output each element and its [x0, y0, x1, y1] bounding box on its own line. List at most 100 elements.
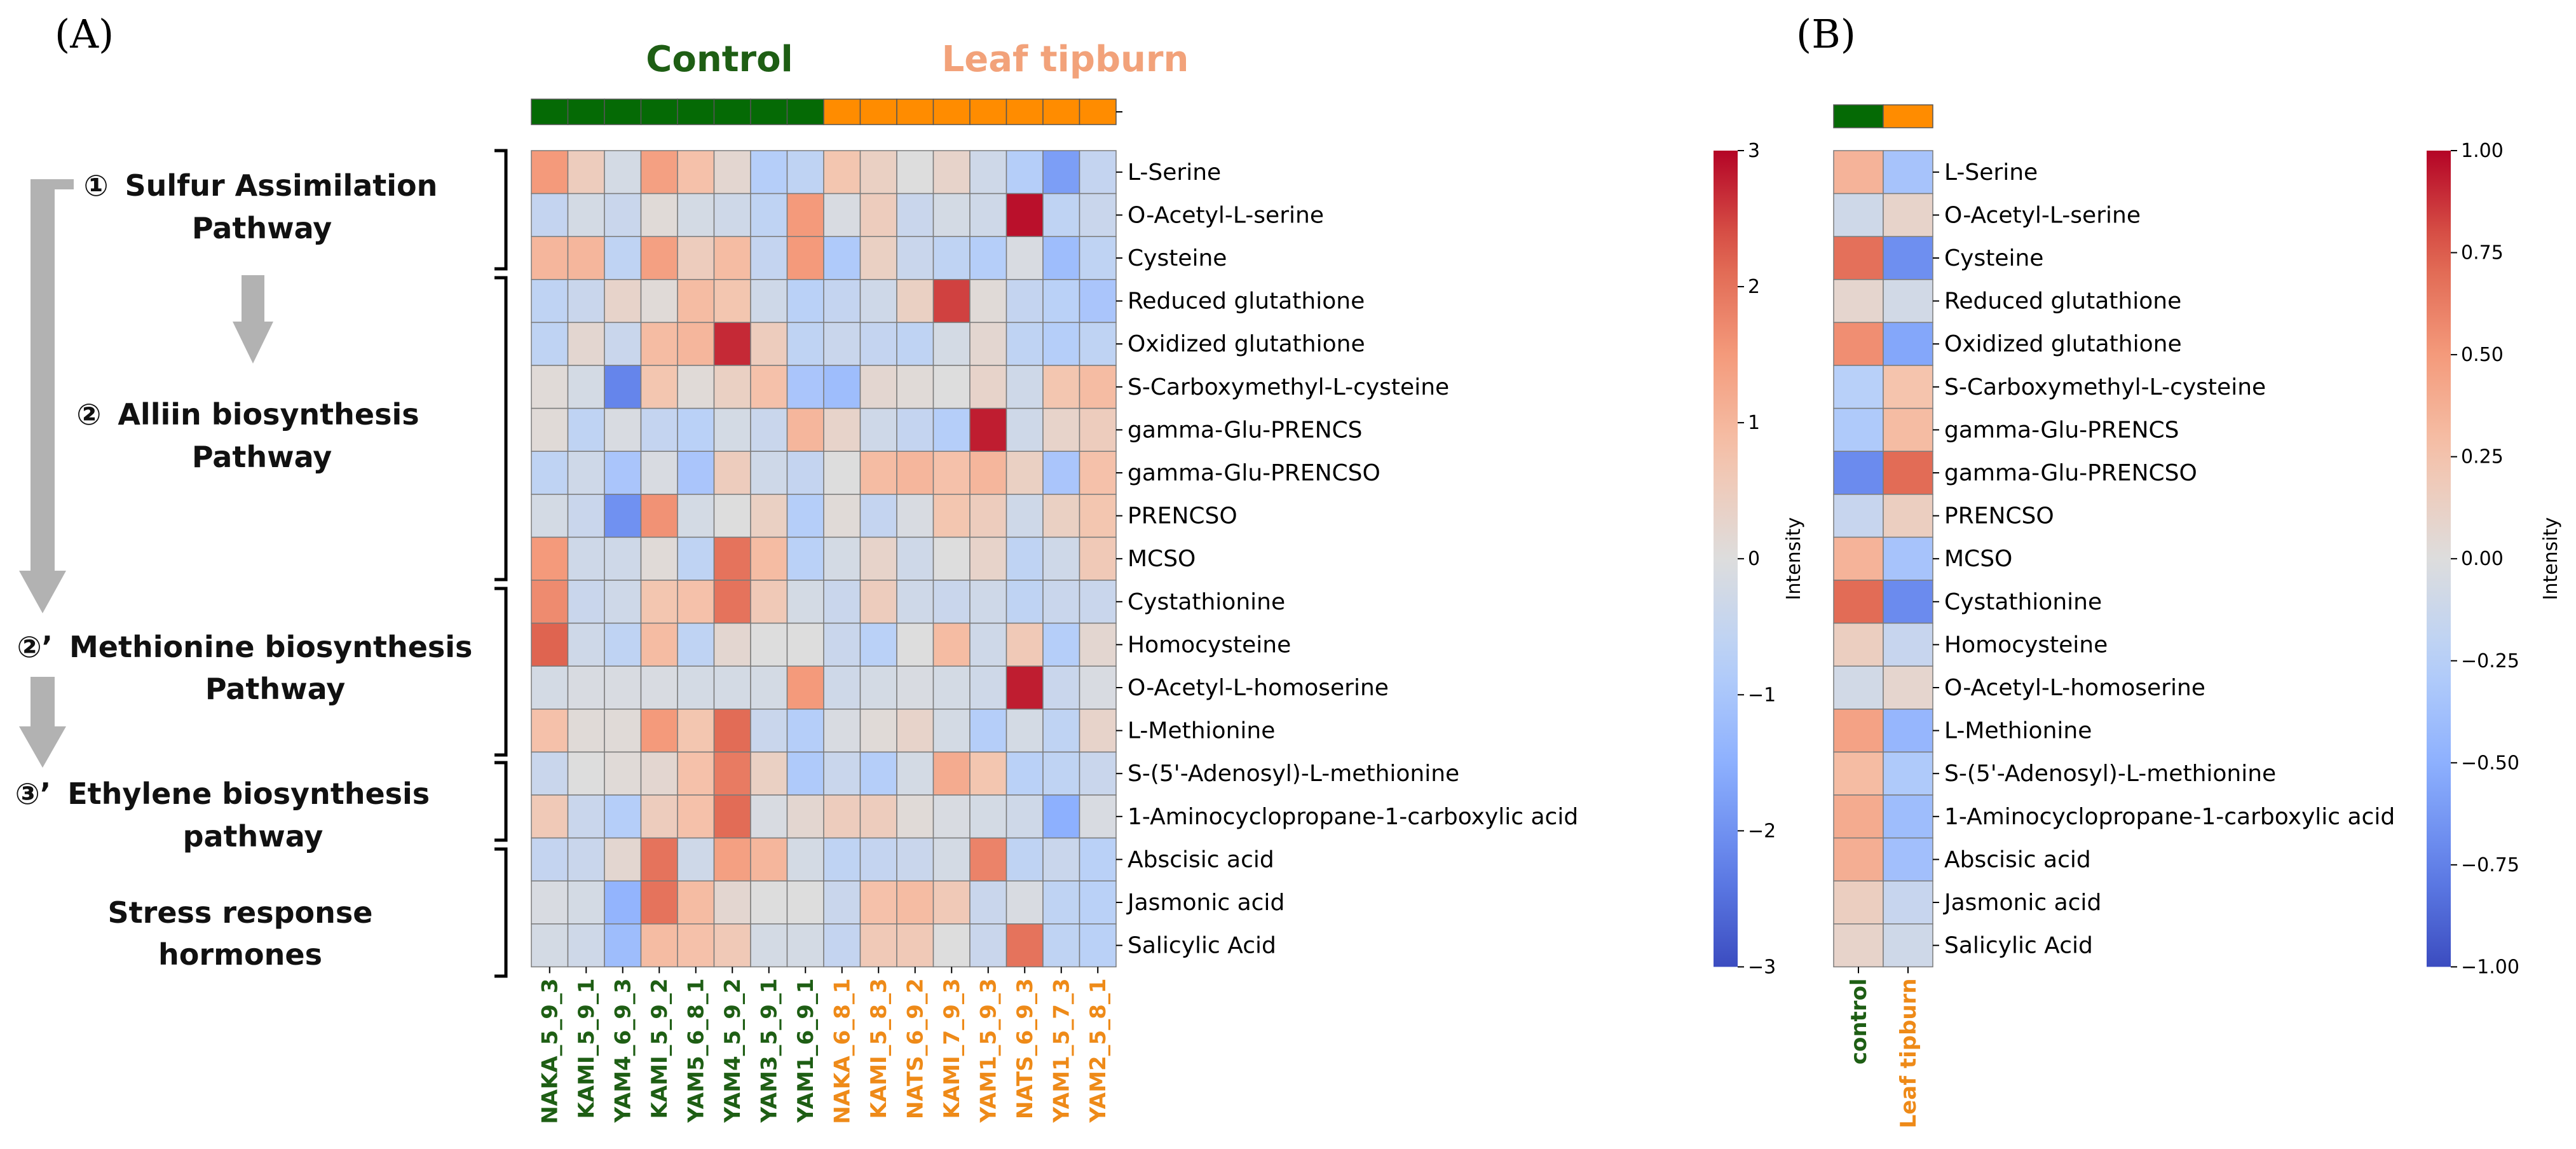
pathway-sulfur-line2: Pathway [192, 211, 332, 245]
heatmap-b-row-label-oxidized-glutathione: Oxidized glutathione [1944, 331, 2182, 357]
heatmap-a-cell [750, 580, 788, 624]
pathway-sulfur-line1: Sulfur Assimilation [125, 168, 438, 203]
heatmap-a-cell [1042, 279, 1080, 323]
heatmap-b-row-label-o-acetyl-l-homoserine: O-Acetyl-L-homoserine [1944, 675, 2205, 701]
heatmap-a-cell [604, 580, 642, 624]
heatmap-a-cell [859, 150, 897, 194]
heatmap-a-cell [1079, 150, 1117, 194]
heatmap-a-cell [896, 365, 934, 409]
heatmap-b-row-label-1-aminocyclopropane-1-carboxylic-acid: 1-Aminocyclopropane-1-carboxylic acid [1944, 804, 2395, 830]
heatmap-a-colorbar-tick-label: 3 [1748, 140, 1760, 162]
flow-arrow-main-head [19, 571, 66, 613]
heatmap-a-cell [677, 665, 715, 710]
flow-arrow-alliin-shaft [242, 275, 264, 323]
heatmap-a-cell [713, 236, 751, 280]
heatmap-a-cell [713, 665, 751, 710]
heatmap-a-cell [677, 407, 715, 452]
heatmap-a-cell [713, 407, 751, 452]
heatmap-a-cell [677, 751, 715, 796]
heatmap-a-cell [969, 451, 1007, 495]
heatmap-a-col-label-naka-6-8-1: NAKA_6_8_1 [830, 978, 855, 1124]
heatmap-a-cell [932, 279, 971, 323]
heatmap-a-cell [823, 923, 861, 968]
heatmap-a-cell [896, 794, 934, 839]
pathway-methionine-line2: Pathway [205, 672, 345, 706]
heatmap-a-cell [713, 837, 751, 881]
heatmap-a-cell [1079, 880, 1117, 925]
heatmap-a-cell [1005, 622, 1044, 667]
heatmap-a-cell [786, 580, 824, 624]
heatmap-b-cell [1883, 322, 1933, 366]
heatmap-a-cell [567, 794, 605, 839]
heatmap-a-col-label-yam2-5-8-1: YAM2_5_8_1 [1086, 978, 1111, 1123]
heatmap-a-cell [750, 536, 788, 581]
flow-arrows [19, 179, 273, 768]
heatmap-a-cell [1079, 407, 1117, 452]
heatmap-a-cell [677, 494, 715, 538]
heatmap-a-cell [896, 322, 934, 366]
heatmap-a-cell [1079, 536, 1117, 581]
heatmap-a-cell [1079, 622, 1117, 667]
heatmap-a-cell [859, 193, 897, 237]
heatmap-a-cell [531, 794, 569, 839]
heatmap-a-cell [567, 665, 605, 710]
pathway-ethylene-line1: Ethylene biosynthesis [67, 777, 430, 811]
heatmap-b-cell [1833, 751, 1884, 796]
heatmap-a-cell [896, 407, 934, 452]
heatmap-a-cell [1005, 923, 1044, 968]
heatmap-b-cell [1833, 536, 1884, 581]
heatmap-b-cell [1883, 622, 1933, 667]
heatmap-a-cell [859, 880, 897, 925]
pathway-stress-line1: Stress response [108, 895, 373, 930]
flow-arrow-ethylene-shaft [31, 677, 55, 728]
heatmap-b-cell [1883, 365, 1933, 409]
heatmap-a-cell [713, 322, 751, 366]
heatmap-a-cell [677, 709, 715, 753]
heatmap-a-cell [567, 622, 605, 667]
heatmap-a-cell [823, 622, 861, 667]
heatmap-a-cell [567, 451, 605, 495]
heatmap-a-cell [896, 837, 934, 881]
heatmap-b-colorbar-title: Intensity [2540, 517, 2562, 601]
heatmap-a-cell [823, 322, 861, 366]
heatmap-a-cell [896, 193, 934, 237]
heatmap-a-row-label-cystathionine: Cystathionine [1128, 589, 1285, 615]
heatmap-a-cell [786, 150, 824, 194]
heatmap-a-cell [969, 407, 1007, 452]
heatmap-b-cell [1883, 150, 1933, 194]
heatmap-a-row-label-gamma-glu-prencso: gamma-Glu-PRENCSO [1128, 460, 1380, 486]
heatmap-a-cell [1005, 150, 1044, 194]
heatmap-a-cell [640, 494, 678, 538]
heatmap-a-col-label-kami-5-9-2: KAMI_5_9_2 [647, 978, 672, 1118]
heatmap-a-row-label-oxidized-glutathione: Oxidized glutathione [1128, 331, 1365, 357]
heatmap-a-cell [604, 880, 642, 925]
heatmap-a-cell [823, 407, 861, 452]
heatmap-a-cell [677, 150, 715, 194]
bracket-sulfur [494, 149, 508, 271]
heatmap-a-cell [750, 236, 788, 280]
heatmap-a-cell [1042, 407, 1080, 452]
heatmap-a-cell [1005, 236, 1044, 280]
heatmap-a-cell [823, 279, 861, 323]
heatmap-a-cell [1079, 923, 1117, 968]
heatmap-a-cell [640, 536, 678, 581]
heatmap-a-cell [932, 837, 971, 881]
heatmap-a-cell [1079, 580, 1117, 624]
heatmap-b-row-label-s-carboxymethyl-l-cysteine: S-Carboxymethyl-L-cysteine [1944, 374, 2266, 400]
heatmap-a-cell [1042, 665, 1080, 710]
heatmap-a-cell [823, 837, 861, 881]
heatmap-a-cell [859, 837, 897, 881]
heatmap-a-cell [823, 580, 861, 624]
heatmap-a-cell [750, 365, 788, 409]
heatmap-a-cell [896, 536, 934, 581]
heatmap-b-cell [1833, 451, 1884, 495]
heatmap-a-cell [786, 751, 824, 796]
heatmap-a-cell [604, 451, 642, 495]
pathway-alliin-line2: Pathway [192, 440, 332, 474]
heatmap-a-cell [896, 580, 934, 624]
heatmap-a-cell [969, 236, 1007, 280]
heatmap-a-cell [750, 665, 788, 710]
heatmap-a-cell [567, 837, 605, 881]
heatmap-b: L-Serine O-Acetyl-L-serine Cysteine Reduced… [1833, 104, 2562, 1128]
heatmap-a-row-label-1-aminocyclopropane-1-carboxylic-acid: 1-Aminocyclopropane-1-carboxylic acid [1128, 804, 1578, 830]
